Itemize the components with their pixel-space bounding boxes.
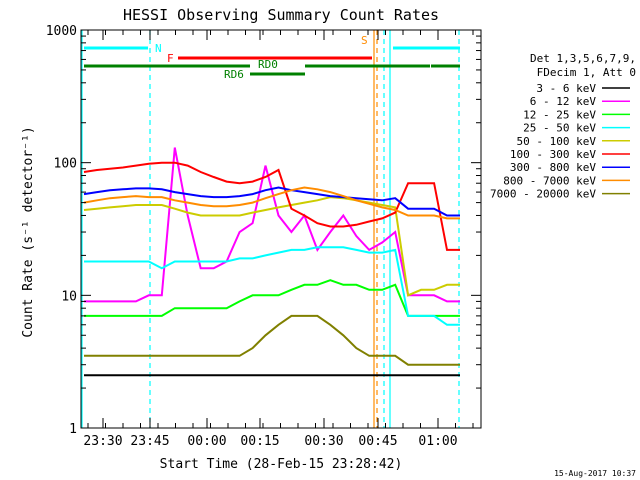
legend-entry-label: 300 - 800 keV (510, 161, 596, 174)
y-tick-label: 100 (54, 157, 77, 172)
series-line (84, 314, 460, 366)
x-axis-label: Start Time (28-Feb-15 23:28:42) (160, 457, 403, 472)
chart-title: HESSI Observing Summary Count Rates (123, 6, 439, 24)
series-line (84, 147, 460, 303)
x-tick-label: 00:00 (187, 434, 226, 449)
series-line (83, 161, 460, 251)
flag-bar-label: RD6 (224, 68, 244, 81)
series-line (83, 196, 460, 297)
flag-bars: NF RD0 RD6 S (84, 34, 460, 81)
series-line (83, 186, 460, 217)
x-tick-label: 23:45 (130, 434, 169, 449)
vertical-markers (81, 30, 460, 428)
plot-frame (80, 29, 482, 429)
x-tick-label: 00:15 (240, 434, 279, 449)
legend-entry-label: 6 - 12 keV (530, 95, 597, 108)
legend: Det 1,3,5,6,7,9,FDecim 1, Att 0 3 - 6 keV… (490, 52, 636, 201)
y-tick-label: 10 (61, 289, 77, 304)
y-tick-label: 1 (69, 422, 77, 437)
legend-entry-label: 100 - 300 keV (510, 148, 596, 161)
series-line (83, 186, 460, 220)
footer-timestamp: 15-Aug-2017 10:37 (554, 469, 636, 478)
legend-entry-label: 25 - 50 keV (523, 122, 596, 135)
series-line (84, 246, 460, 326)
legend-entry-label: 50 - 100 keV (517, 135, 597, 148)
x-tick-label: 23:30 (83, 434, 122, 449)
x-tick-label: 00:30 (304, 434, 343, 449)
flag-bar-label: N (155, 42, 162, 55)
x-tick-label: 00:45 (358, 434, 397, 449)
series-lines (83, 147, 460, 377)
y-axis-label: Count Rate (s⁻¹ detector⁻¹) (21, 126, 36, 337)
legend-entry-label: 12 - 25 keV (523, 108, 596, 121)
legend-entry-label: 3 - 6 keV (536, 82, 596, 95)
y-tick-label: 1000 (46, 24, 77, 39)
flag-bar-label: F (167, 52, 174, 65)
legend-header-line: FDecim 1, Att 0 (537, 66, 636, 79)
axes: 1 10 100 1000 23:30 23:45 00:00 00:15 00:30 00:45… (46, 24, 481, 449)
legend-entry-label: 800 - 7000 keV (503, 174, 596, 187)
legend-entry-label: 7000 - 20000 keV (490, 188, 596, 201)
legend-header-line: Det 1,3,5,6,7,9, (530, 52, 636, 65)
flag-bar-label: RD0 (258, 58, 278, 71)
series-line (84, 279, 460, 317)
flag-bar-label: S (361, 34, 368, 47)
x-tick-label: 01:00 (418, 434, 457, 449)
